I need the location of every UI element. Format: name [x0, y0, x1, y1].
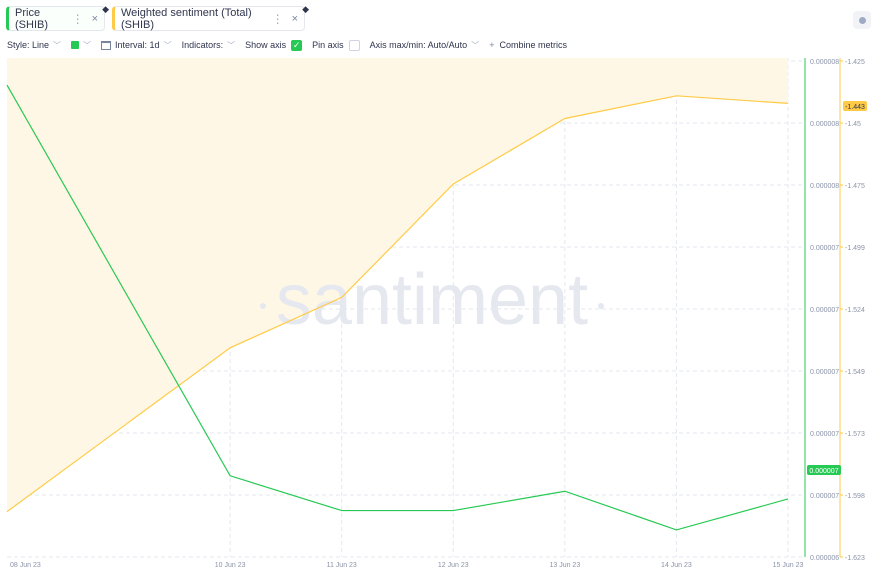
combine-metrics-button[interactable]: + Combine metrics [489, 40, 567, 50]
sentiment-tick-label: -1.598 [845, 493, 865, 500]
x-axis-ticks: 08 Jun 23 10 Jun 23 11 Jun 23 12 Jun 23 13 J… [10, 562, 803, 569]
watermark-dot-left [260, 303, 266, 309]
color-picker[interactable]: ﹀ [71, 40, 91, 51]
interval-label: Interval: 1d [115, 40, 160, 50]
tab-sentiment-label: Weighted sentiment (Total) (SHIB) [121, 6, 252, 31]
combine-metrics-label: Combine metrics [499, 40, 567, 50]
tab-price-shib[interactable]: Price (SHIB) ⋮ × ◆ [6, 4, 109, 31]
axis-maxmin-label: Axis max/min: Auto/Auto [369, 40, 468, 50]
indicators-label: Indicators: [181, 40, 224, 50]
chevron-down-icon: ﹀ [227, 40, 236, 50]
close-icon[interactable]: × [91, 12, 98, 25]
sentiment-axis-ticks: -1.425 -1.45 -1.475 -1.499 -1.524 -1.549 -1.57… [840, 59, 865, 562]
x-tick-label: 11 Jun 23 [327, 562, 357, 569]
chevron-down-icon: ﹀ [163, 40, 172, 50]
chevron-down-icon: ﹀ [53, 40, 62, 50]
price-series-line [6, 84, 789, 531]
ethereum-icon: ◆ [102, 4, 109, 14]
chevron-down-icon: ﹀ [471, 40, 480, 50]
chevron-down-icon: ﹀ [83, 40, 92, 50]
settings-icon [858, 16, 866, 24]
price-tick-label: 0.000006 [810, 555, 839, 562]
more-icon[interactable]: ⋮ [71, 11, 84, 26]
color-swatch [71, 41, 80, 49]
axis-maxmin-dropdown[interactable]: Axis max/min: Auto/Auto ﹀ [370, 40, 480, 51]
price-tick-label: 0.000007 [810, 493, 839, 500]
interval-dropdown[interactable]: Interval: 1d ﹀ [101, 40, 172, 51]
last-price-label: 0.000007 [809, 468, 838, 475]
chart-toolbar: Style: Line ﹀ ﹀ Interval: 1d ﹀ Indicators:… [7, 38, 577, 52]
more-icon[interactable]: ⋮ [271, 11, 284, 26]
price-tick-label: 0.000007 [810, 245, 839, 252]
price-tick-label: 0.000007 [810, 431, 839, 438]
sentiment-tick-label: -1.524 [845, 307, 865, 314]
sentiment-tick-label: -1.499 [845, 245, 865, 252]
sentiment-tick-label: -1.573 [845, 431, 865, 438]
price-tick-label: 0.000007 [810, 369, 839, 376]
x-tick-label: 10 Jun 23 [215, 562, 246, 569]
ethereum-icon: ◆ [302, 4, 309, 14]
sentiment-tick-label: -1.549 [845, 369, 865, 376]
sentiment-area-fill [7, 58, 788, 512]
sentiment-tick-label: -1.623 [845, 555, 865, 562]
tab-price-label: Price (SHIB) [15, 6, 48, 31]
show-axis-toggle[interactable]: Show axis ✓ [245, 39, 303, 51]
show-axis-label: Show axis [245, 40, 287, 50]
sentiment-series-line [6, 95, 789, 513]
x-tick-label: 15 Jun 23 [773, 562, 804, 569]
x-tick-label: 12 Jun 23 [438, 562, 469, 569]
close-icon[interactable]: × [291, 12, 298, 25]
x-tick-label: 08 Jun 23 [10, 562, 41, 569]
price-tick-label: 0.000008 [810, 183, 839, 190]
last-price-badge: 0.000007 [807, 465, 841, 475]
x-tick-label: 13 Jun 23 [549, 562, 580, 569]
watermark-dot-right [598, 303, 604, 309]
price-tick-label: 0.000007 [810, 307, 839, 314]
santiment-watermark: santiment [276, 260, 588, 340]
price-tick-label: 0.000008 [810, 121, 839, 128]
x-tick-label: 14 Jun 23 [661, 562, 692, 569]
last-sentiment-badge: -1.443 [843, 101, 867, 111]
sentiment-tick-label: -1.425 [845, 59, 865, 66]
settings-button[interactable] [853, 11, 871, 29]
calendar-icon [101, 40, 112, 50]
sentiment-tick-label: -1.475 [845, 183, 865, 190]
price-axis-ticks: 0.000008 0.000008 0.000008 0.000007 0.000007… [810, 59, 839, 562]
tab-weighted-sentiment[interactable]: Weighted sentiment (Total) (SHIB) ⋮ × ◆ [112, 4, 309, 31]
indicators-dropdown[interactable]: Indicators: ﹀ [182, 40, 236, 51]
pin-axis-toggle[interactable]: Pin axis [312, 39, 360, 51]
sentiment-tick-label: -1.45 [845, 121, 861, 128]
checkbox-unchecked-icon[interactable] [348, 39, 360, 51]
last-sentiment-label: -1.443 [845, 104, 865, 111]
style-dropdown[interactable]: Style: Line ﹀ [7, 40, 61, 51]
style-label: Style: Line [7, 40, 50, 50]
plus-icon: + [489, 40, 495, 50]
checkbox-checked-icon[interactable]: ✓ [291, 39, 303, 51]
price-tick-label: 0.000008 [810, 59, 839, 66]
pin-axis-label: Pin axis [312, 40, 344, 50]
